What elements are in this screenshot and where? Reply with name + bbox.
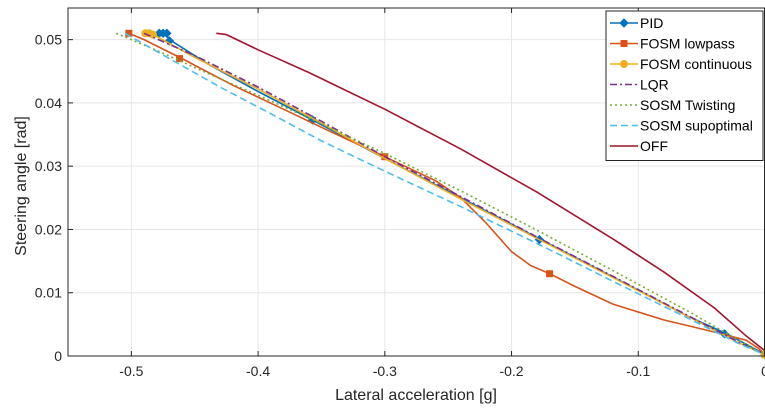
legend: PID FOSM lowpass FOSM continuous LQR SOSM Tw… bbox=[605, 10, 764, 161]
x-tick-label: -0.2 bbox=[499, 363, 523, 379]
legend-entry: PID bbox=[610, 15, 663, 31]
series-line bbox=[143, 32, 765, 355]
legend-label: LQR bbox=[640, 77, 669, 93]
series-lqr bbox=[143, 32, 765, 355]
legend-entry: OFF bbox=[610, 138, 668, 154]
legend-label: PID bbox=[640, 15, 663, 31]
legend-label: FOSM lowpass bbox=[640, 36, 735, 52]
legend-label: SOSM supoptimal bbox=[640, 118, 753, 134]
series-off bbox=[216, 32, 765, 352]
series-layer bbox=[115, 28, 765, 360]
data-point-marker bbox=[546, 270, 554, 278]
series-sosm-supoptimal bbox=[124, 32, 765, 356]
legend-entry: FOSM continuous bbox=[610, 56, 752, 72]
series-sosm-twisting bbox=[115, 32, 765, 355]
x-tick-label: -0.3 bbox=[373, 363, 397, 379]
series-line bbox=[115, 32, 765, 355]
series-line bbox=[216, 32, 765, 352]
y-tick-label: 0.03 bbox=[35, 158, 62, 174]
legend-entry: FOSM lowpass bbox=[610, 36, 735, 52]
x-tick-label: 0 bbox=[761, 363, 765, 379]
y-tick-label: 0 bbox=[54, 348, 62, 364]
data-point-marker bbox=[148, 30, 157, 39]
legend-marker bbox=[620, 60, 628, 68]
series-line bbox=[128, 32, 765, 356]
legend-marker bbox=[619, 18, 629, 28]
legend-box bbox=[605, 10, 764, 161]
legend-entry: SOSM Twisting bbox=[610, 97, 735, 113]
legend-entry: SOSM supoptimal bbox=[610, 118, 753, 134]
data-point-marker bbox=[176, 55, 184, 63]
legend-label: OFF bbox=[640, 138, 668, 154]
series-line bbox=[124, 32, 765, 356]
legend-entry: LQR bbox=[610, 77, 669, 93]
data-point-marker bbox=[162, 28, 172, 39]
x-tick-label: -0.4 bbox=[246, 363, 270, 379]
legend-marker bbox=[620, 40, 628, 47]
y-tick-label: 0.04 bbox=[35, 95, 62, 111]
y-tick-label: 0.05 bbox=[35, 32, 62, 48]
legend-label: SOSM Twisting bbox=[640, 97, 735, 113]
x-axis-label: Lateral acceleration [g] bbox=[335, 387, 497, 404]
y-tick-label: 0.01 bbox=[35, 285, 62, 301]
legend-label: FOSM continuous bbox=[640, 56, 752, 72]
y-axis-label: Steering angle [rad] bbox=[13, 116, 30, 256]
series-line bbox=[147, 32, 765, 356]
x-tick-label: -0.1 bbox=[626, 363, 650, 379]
axes: -0.5 -0.4 -0.3 -0.2 -0.1 0 0 0.01 0.02 0.03 0.04 0.… bbox=[35, 7, 765, 379]
y-tick-label: 0.02 bbox=[35, 221, 62, 237]
x-tick-label: -0.5 bbox=[119, 363, 143, 379]
